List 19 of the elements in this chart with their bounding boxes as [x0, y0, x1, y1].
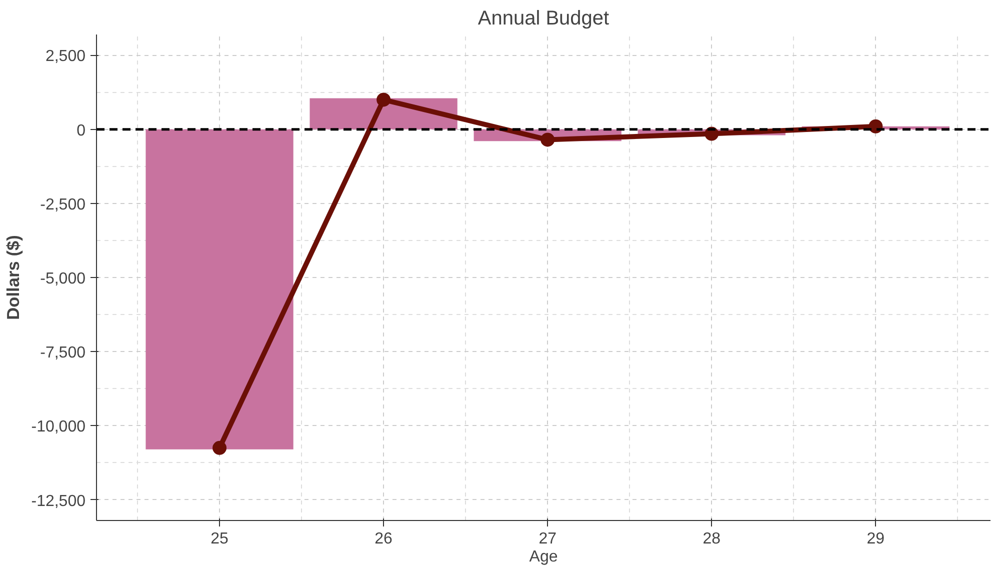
y-tick-label: -10,000 [31, 418, 86, 436]
x-tick-label: 27 [538, 530, 557, 548]
point [212, 440, 227, 455]
y-axis-title: Dollars ($) [3, 235, 24, 320]
x-tick-label: 29 [866, 530, 885, 548]
bar [146, 129, 294, 450]
x-axis-title: Age [529, 548, 558, 566]
chart-title: Annual Budget [478, 8, 610, 30]
y-tick-label: -7,500 [40, 344, 86, 362]
y-tick-label: -12,500 [31, 492, 86, 510]
point [376, 92, 391, 107]
point [540, 132, 555, 147]
y-tick-label: 0 [76, 122, 86, 140]
x-tick-label: 28 [702, 530, 721, 548]
y-tick-label: -5,000 [40, 270, 86, 288]
y-tick-label: -2,500 [40, 196, 86, 214]
y-tick-label: 2,500 [45, 48, 86, 66]
x-tick-label: 25 [210, 530, 229, 548]
x-tick-label: 26 [374, 530, 393, 548]
